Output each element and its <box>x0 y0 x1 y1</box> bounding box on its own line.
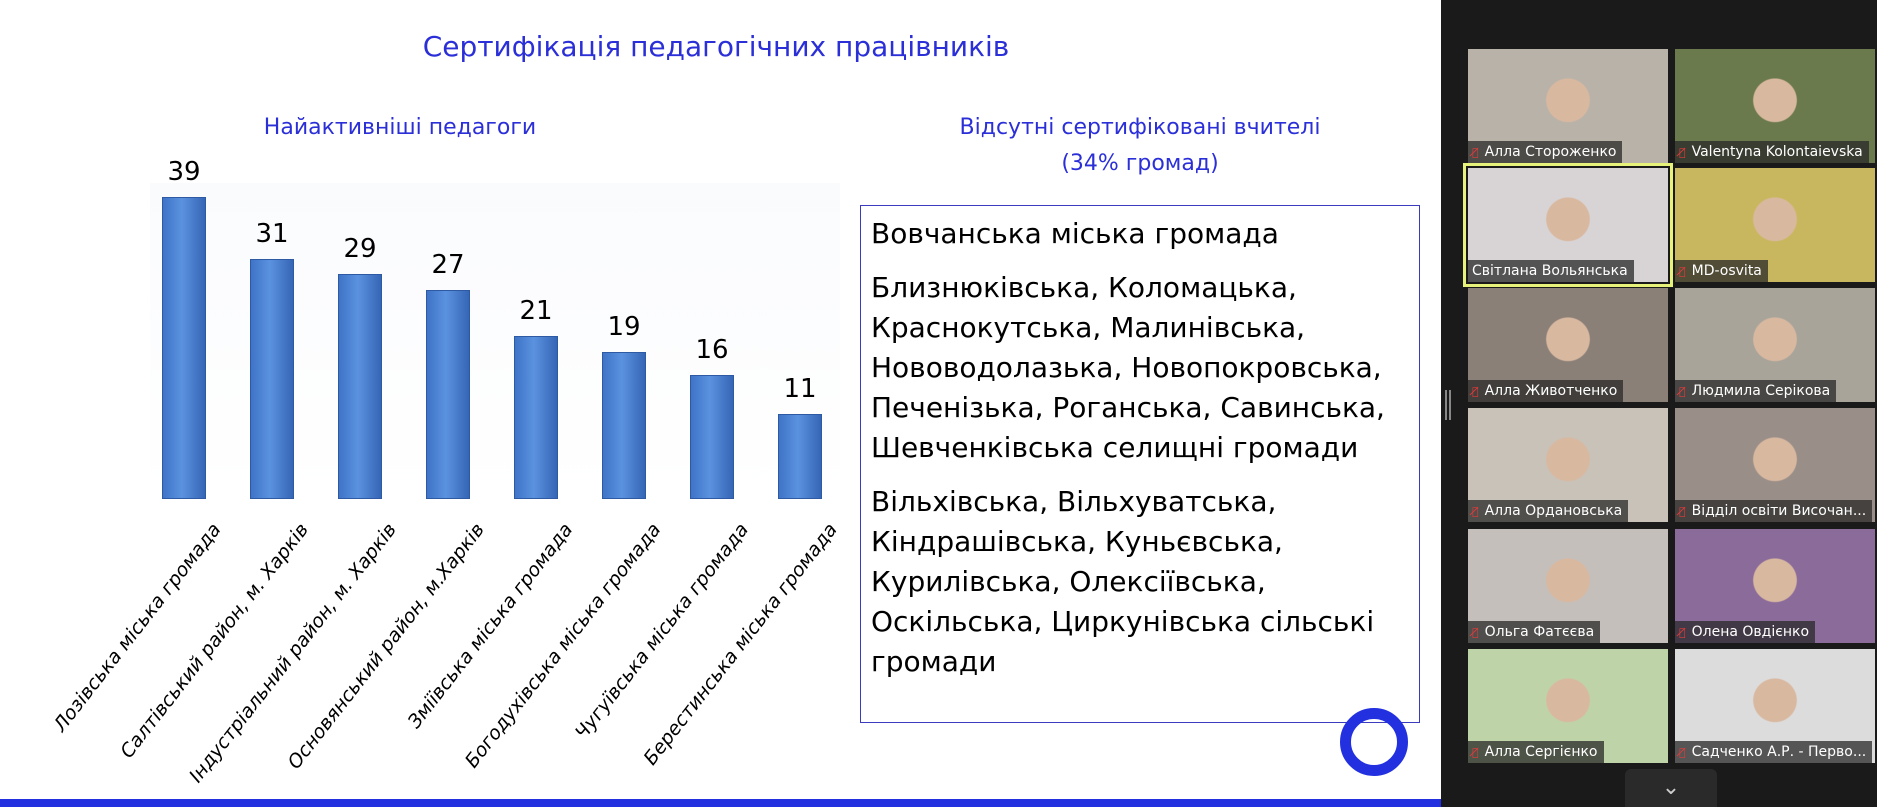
participant-name-text: Людмила Серікова <box>1691 383 1831 399</box>
data-label: 19 <box>607 311 641 342</box>
data-label: 21 <box>519 296 553 327</box>
mic-muted-icon: 🎙̸ <box>1472 146 1479 159</box>
participant-name: 🎙̸ Алла Животченко <box>1468 380 1624 402</box>
participant-tile[interactable]: 🎙̸ MD-osvita <box>1675 168 1875 282</box>
participant-tile[interactable]: 🎙̸ Алла Ордановська <box>1468 408 1668 522</box>
participant-tile[interactable]: 🎙̸ Відділ освіти Височан... <box>1675 408 1875 522</box>
participant-name: Світлана Вольянська <box>1468 260 1634 282</box>
participant-name-text: Алла Стороженко <box>1484 144 1617 160</box>
participant-name: 🎙̸ Алла Ордановська <box>1468 500 1629 522</box>
participant-name-text: Алла Животченко <box>1484 383 1618 399</box>
data-label: 29 <box>343 234 377 265</box>
mic-muted-icon: 🎙̸ <box>1679 746 1686 759</box>
participant-name-text: Ольга Фатєєва <box>1484 624 1595 640</box>
list-title-line2: (34% громад) <box>1061 151 1219 176</box>
participant-name-text: Алла Ордановська <box>1484 503 1623 519</box>
slide-bottom-bar <box>0 799 1441 807</box>
bar <box>690 375 734 499</box>
list-paragraph: Вовчанська міська громада <box>871 217 1279 250</box>
bar <box>162 197 206 499</box>
data-label: 11 <box>783 373 817 404</box>
participant-tile[interactable]: 🎙̸ Алла Животченко <box>1468 288 1668 402</box>
bar <box>514 336 558 499</box>
mic-muted-icon: 🎙̸ <box>1679 626 1686 639</box>
bar <box>250 258 294 499</box>
list-title: Відсутні сертифіковані вчителі (34% гром… <box>860 110 1420 182</box>
panel-resize-handle[interactable] <box>1445 390 1451 420</box>
mic-muted-icon: 🎙̸ <box>1679 146 1686 159</box>
participant-name: 🎙̸ Алла Стороженко <box>1468 141 1623 163</box>
participant-tile[interactable]: 🎙̸ Алла Стороженко <box>1468 49 1668 163</box>
list-paragraph: Близнюківська, Коломацька, Краснокутська… <box>871 271 1385 464</box>
mic-muted-icon: 🎙̸ <box>1472 626 1479 639</box>
participant-tile[interactable]: 🎙̸ Ольга Фатєєва <box>1468 529 1668 643</box>
x-tick-label: Основянський район, м.Харків <box>283 519 490 774</box>
x-tick-label: Берестинська міська громада <box>639 519 842 770</box>
slide-title: Сертифікація педагогічних працівників <box>422 30 1010 63</box>
participant-tile[interactable]: 🎙̸ Олена Овдієнко <box>1675 529 1875 643</box>
data-label: 27 <box>431 249 465 280</box>
mic-muted-icon: 🎙̸ <box>1472 746 1479 759</box>
participant-name: 🎙̸ Олена Овдієнко <box>1675 621 1816 643</box>
participants-panel: 🎙̸ Алла Стороженко 🎙̸ Valentyna Kolontaievs… <box>1441 0 1877 807</box>
participant-tile[interactable]: 🎙̸ Людмила Серікова <box>1675 288 1875 402</box>
participant-tile[interactable]: 🎙̸ Valentyna Kolontaievska <box>1675 49 1875 163</box>
participant-name: 🎙̸ Valentyna Kolontaievska <box>1675 141 1869 163</box>
participant-name-text: Світлана Вольянська <box>1472 263 1628 279</box>
participant-name-text: Відділ освіти Височан... <box>1691 503 1867 519</box>
bar <box>426 289 470 499</box>
data-label: 31 <box>255 218 289 249</box>
presentation-slide: Сертифікація педагогічних працівників На… <box>0 0 1441 807</box>
mic-muted-icon: 🎙̸ <box>1679 385 1686 398</box>
participant-name: 🎙̸ Відділ освіти Височан... <box>1675 500 1873 522</box>
participant-name-text: Олена Овдієнко <box>1691 624 1810 640</box>
logo-circle-icon <box>1340 708 1408 776</box>
participant-name-text: MD-osvita <box>1691 263 1762 279</box>
communities-list: Вовчанська міська громада Близнюківська,… <box>860 205 1420 723</box>
bar <box>602 351 646 499</box>
data-label: 16 <box>695 335 729 366</box>
list-title-line1: Відсутні сертифіковані вчителі <box>959 115 1321 140</box>
bar <box>338 274 382 499</box>
participant-name: 🎙̸ Ольга Фатєєва <box>1468 621 1601 643</box>
participant-name-text: Valentyna Kolontaievska <box>1691 144 1863 160</box>
mic-muted-icon: 🎙̸ <box>1472 505 1479 518</box>
participant-name: 🎙̸ Садченко А.Р. - Перво... <box>1675 741 1873 763</box>
mic-muted-icon: 🎙̸ <box>1679 265 1686 278</box>
scroll-down-button[interactable]: ⌄ <box>1625 769 1717 807</box>
bar-chart: 39 Лозівська міська громада 31 Салтівський … <box>0 150 850 800</box>
chart-title: Найактивніші педагоги <box>263 115 537 140</box>
participant-name: 🎙̸ Алла Сергієнко <box>1468 741 1604 763</box>
participant-name-text: Алла Сергієнко <box>1484 744 1598 760</box>
participant-tile[interactable]: 🎙̸ Садченко А.Р. - Перво... <box>1675 649 1875 763</box>
x-tick-label: Зміївська міська громада <box>403 519 578 733</box>
mic-muted-icon: 🎙̸ <box>1679 505 1686 518</box>
mic-muted-icon: 🎙̸ <box>1472 385 1479 398</box>
x-tick-label: Богодухівська міська громада <box>460 519 666 773</box>
participant-name-text: Садченко А.Р. - Перво... <box>1691 744 1867 760</box>
participant-name: 🎙̸ Людмила Серікова <box>1675 380 1837 402</box>
participant-tile[interactable]: Світлана Вольянська <box>1463 163 1673 287</box>
chevron-down-icon: ⌄ <box>1661 775 1681 800</box>
participant-name: 🎙̸ MD-osvita <box>1675 260 1768 282</box>
x-tick-label: Чугуївська міська громада <box>571 519 754 744</box>
participant-tile[interactable]: 🎙̸ Алла Сергієнко <box>1468 649 1668 763</box>
x-tick-label: Салтівський район, м. Харків <box>116 519 314 763</box>
data-label: 39 <box>167 157 201 187</box>
bar <box>778 413 822 499</box>
list-paragraph: Вільхівська, Вільхуватська, Кіндрашівськ… <box>871 485 1375 678</box>
x-tick-label: Лозівська міська громада <box>49 519 226 736</box>
